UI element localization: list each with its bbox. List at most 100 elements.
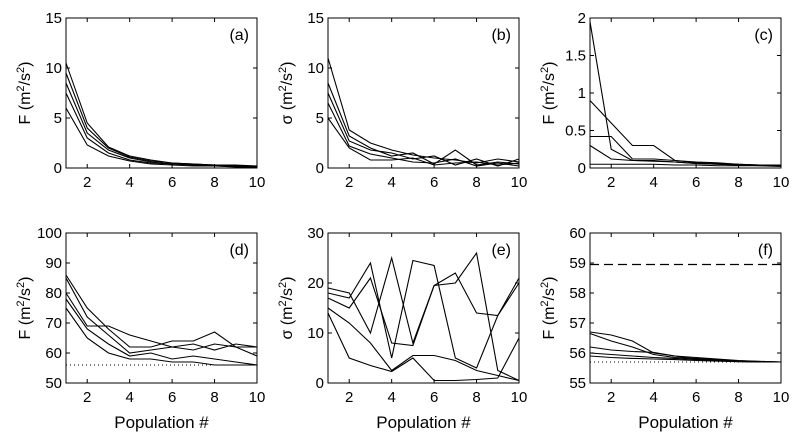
x-tick-label: 4 (649, 174, 657, 191)
y-axis-label-part: F (17, 114, 34, 124)
y-tick-label: 10 (45, 60, 62, 77)
axes-frame (590, 18, 781, 168)
y-tick-label: 100 (37, 225, 62, 242)
x-tick-label: 10 (249, 174, 266, 191)
x-tick-label: 6 (692, 174, 700, 191)
y-tick-label: 5 (54, 110, 62, 127)
y-axis-label-part: /s (279, 288, 296, 300)
y-axis-label: σ (m2/s2) (277, 61, 296, 124)
y-axis-label-part: (m (17, 307, 34, 326)
y-tick-label: 0.5 (565, 123, 586, 140)
x-axis-label: Population # (114, 413, 209, 432)
x-tick-label: 8 (734, 174, 742, 191)
series-line-4 (590, 146, 781, 166)
x-tick-label: 2 (83, 389, 91, 406)
axes-frame (66, 18, 257, 168)
series-line-1 (66, 275, 257, 347)
series-line-3 (328, 93, 519, 166)
series-line-3 (66, 83, 257, 166)
x-tick-label: 8 (210, 174, 218, 191)
y-tick-label: 10 (307, 60, 324, 77)
y-axis-label-part: ) (17, 62, 34, 67)
y-axis-label: F (m2/s2) (539, 62, 558, 125)
y-axis-label-part: (m (17, 92, 34, 111)
y-tick-label: 56 (569, 345, 586, 362)
series-line-3 (590, 137, 781, 166)
y-axis-label-part: ) (17, 277, 34, 282)
x-tick-label: 4 (387, 174, 395, 191)
y-axis-label-part: σ (279, 115, 296, 125)
y-axis-label-part: F (17, 329, 34, 339)
y-axis-label-part: (m (541, 307, 558, 326)
y-axis-label-part: ) (279, 276, 296, 281)
y-axis-label-part: (m (279, 307, 296, 326)
series-line-5 (66, 108, 257, 167)
y-tick-label: 60 (45, 345, 62, 362)
x-tick-label: 2 (607, 174, 615, 191)
y-tick-label: 0 (54, 160, 62, 177)
panel-label: (d) (229, 242, 249, 259)
series-line-1 (66, 63, 257, 166)
x-tick-label: 4 (125, 389, 133, 406)
y-axis-label-part: F (541, 329, 558, 339)
y-axis-label: F (m2/s2) (539, 277, 558, 340)
y-axis-label: F (m2/s2) (15, 277, 34, 340)
y-axis-label-part: /s (541, 288, 558, 300)
panel-b: 2 4 6 8 10051015(b)σ (m2/s2) (277, 10, 527, 191)
y-tick-label: 0 (316, 375, 324, 392)
y-tick-label: 1.5 (565, 48, 586, 65)
x-tick-label: 8 (734, 389, 742, 406)
x-tick-label: 6 (692, 389, 700, 406)
x-tick-label: 4 (125, 174, 133, 191)
x-tick-label: 10 (511, 174, 528, 191)
y-axis-label: σ (m2/s2) (277, 276, 296, 339)
y-tick-label: 80 (45, 285, 62, 302)
x-tick-label: 6 (430, 174, 438, 191)
y-tick-label: 60 (569, 225, 586, 242)
y-axis-label-part: ) (279, 61, 296, 66)
x-tick-label: 4 (649, 389, 657, 406)
panel-label: (c) (754, 27, 773, 44)
y-tick-label: 15 (307, 10, 324, 27)
series-line-3 (328, 253, 519, 381)
y-axis-label-part: ) (541, 62, 558, 67)
series-line-1 (328, 58, 519, 163)
y-axis-label: F (m2/s2) (15, 62, 34, 125)
y-tick-label: 1 (578, 85, 586, 102)
series-line-5 (328, 313, 519, 381)
x-tick-label: 8 (472, 389, 480, 406)
x-tick-label: 8 (472, 174, 480, 191)
y-axis-label-part: F (541, 114, 558, 124)
y-axis-label-part: /s (279, 73, 296, 85)
axes-frame (328, 18, 519, 168)
y-tick-label: 30 (307, 225, 324, 242)
y-tick-label: 15 (45, 10, 62, 27)
y-axis-label-part: /s (17, 288, 34, 300)
y-tick-label: 0 (316, 160, 324, 177)
y-axis-label-part: /s (17, 73, 34, 85)
y-tick-label: 5 (316, 110, 324, 127)
panel-label: (f) (758, 242, 773, 259)
y-tick-label: 70 (45, 315, 62, 332)
series-line-4 (66, 299, 257, 365)
panel-f: 2 4 6 8 10555657585960(f)F (m2/s2)Population… (539, 225, 789, 432)
panel-label: (e) (491, 242, 511, 259)
x-tick-label: 10 (773, 174, 790, 191)
y-axis-label-part: (m (279, 92, 296, 111)
y-tick-label: 57 (569, 315, 586, 332)
y-axis-label-part: ) (541, 277, 558, 282)
y-tick-label: 55 (569, 375, 586, 392)
y-axis-label-part: σ (279, 330, 296, 340)
x-tick-label: 6 (168, 389, 176, 406)
panel-d: 2 4 6 8 105060708090100(d)F (m2/s2)Populatio… (15, 225, 265, 432)
y-tick-label: 20 (307, 275, 324, 292)
x-tick-label: 4 (387, 389, 395, 406)
series-line-2 (590, 101, 781, 166)
x-axis-label: Population # (376, 413, 471, 432)
y-tick-label: 59 (569, 255, 586, 272)
y-tick-label: 90 (45, 255, 62, 272)
x-axis-label: Population # (638, 413, 733, 432)
